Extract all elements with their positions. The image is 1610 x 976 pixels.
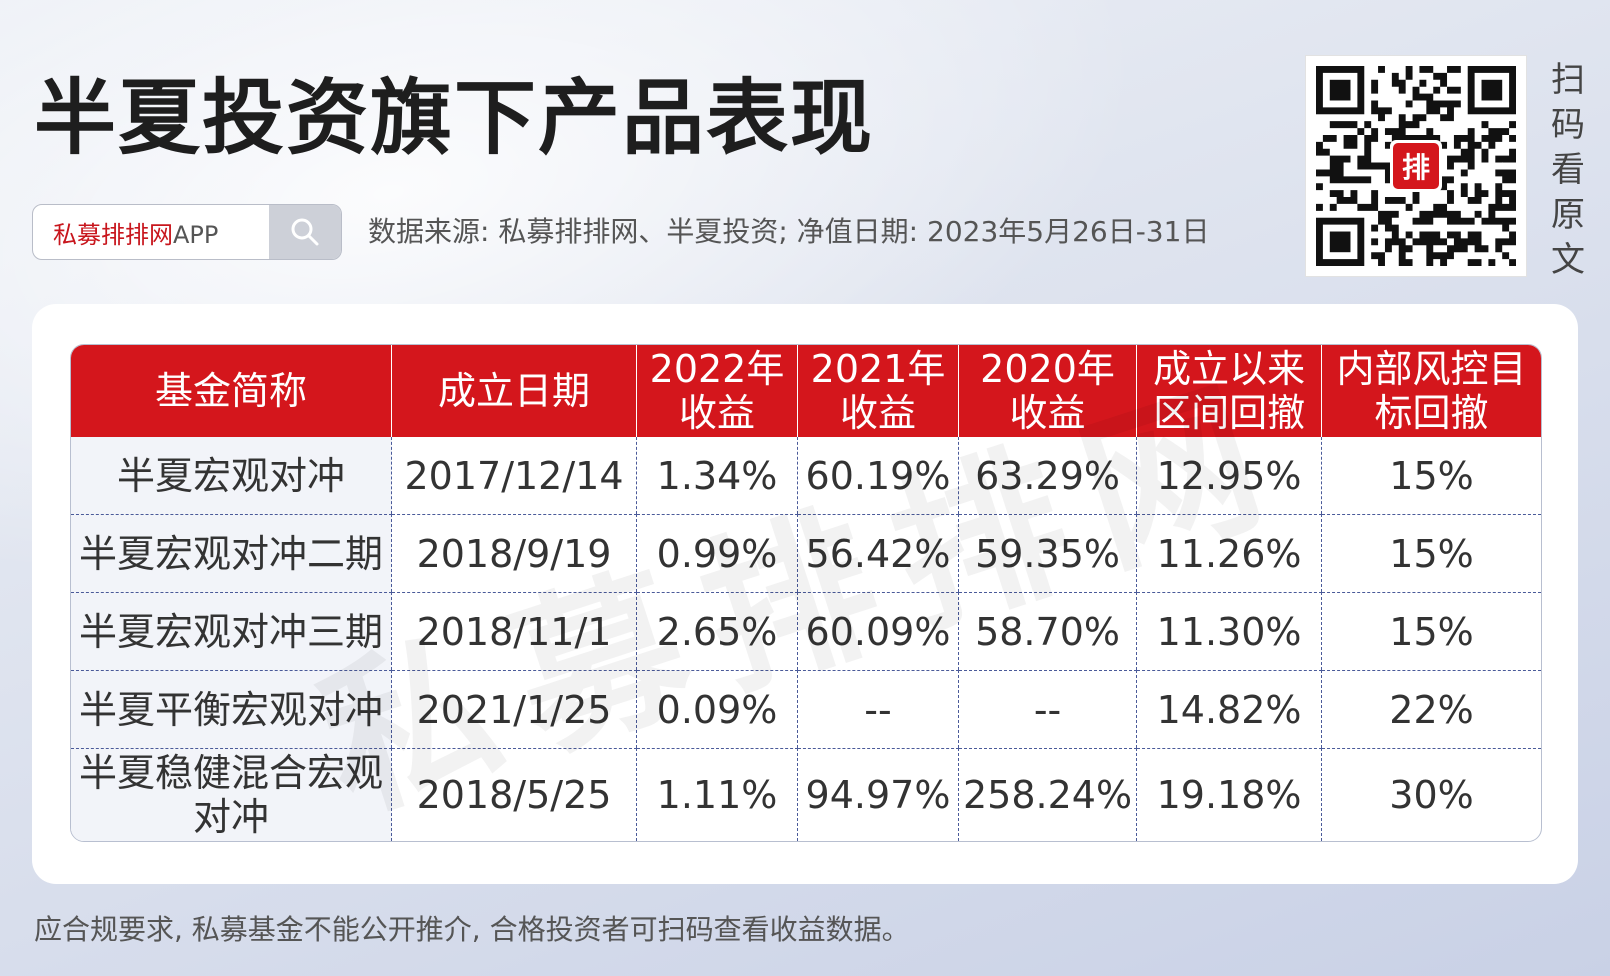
cell-2021-return: 56.42% bbox=[798, 514, 959, 592]
search-icon bbox=[291, 218, 319, 246]
cell-2021-return: 60.09% bbox=[798, 592, 959, 670]
cell-inception-date: 2018/11/1 bbox=[392, 592, 637, 670]
cell-2020-return: 63.29% bbox=[959, 437, 1138, 514]
cell-2022-return: 0.99% bbox=[637, 514, 798, 592]
cell-2021-return: 60.19% bbox=[798, 437, 959, 514]
cell-2020-return: 58.70% bbox=[959, 592, 1138, 670]
cell-risk-target: 15% bbox=[1322, 514, 1541, 592]
header-risk-target: 内部风控目标回撤 bbox=[1322, 345, 1541, 437]
header-max-drawdown: 成立以来区间回撤 bbox=[1137, 345, 1323, 437]
cell-2021-return: 94.97% bbox=[798, 748, 959, 841]
cell-max-drawdown: 19.18% bbox=[1137, 748, 1323, 841]
scan-to-view-label: 扫码看原文 bbox=[1551, 60, 1585, 280]
qr-logo-badge: 排 bbox=[1390, 140, 1442, 192]
cell-risk-target: 30% bbox=[1322, 748, 1541, 841]
cell-inception-date: 2018/5/25 bbox=[392, 748, 637, 841]
cell-max-drawdown: 11.26% bbox=[1137, 514, 1323, 592]
data-source-line: 数据来源: 私募排排网、半夏投资; 净值日期: 2023年5月26日-31日 bbox=[368, 215, 1210, 248]
cell-inception-date: 2021/1/25 bbox=[392, 670, 637, 748]
table-row: 半夏平衡宏观对冲 2021/1/25 0.09% -- -- 14.82% 22… bbox=[71, 670, 1541, 748]
header-2021-return: 2021年收益 bbox=[798, 345, 959, 437]
header-inception-date: 成立日期 bbox=[392, 345, 637, 437]
table-row: 半夏宏观对冲三期 2018/11/1 2.65% 60.09% 58.70% 1… bbox=[71, 592, 1541, 670]
cell-inception-date: 2017/12/14 bbox=[392, 437, 637, 514]
search-input[interactable]: 私募排排网APP bbox=[33, 215, 269, 250]
header-fund-name: 基金简称 bbox=[71, 345, 392, 437]
cell-risk-target: 15% bbox=[1322, 592, 1541, 670]
cell-fund-name: 半夏平衡宏观对冲 bbox=[71, 670, 392, 748]
search-box[interactable]: 私募排排网APP bbox=[32, 204, 342, 260]
cell-max-drawdown: 14.82% bbox=[1137, 670, 1323, 748]
compliance-note: 应合规要求, 私募基金不能公开推介, 合格投资者可扫码查看收益数据。 bbox=[34, 913, 910, 946]
fund-performance-table: 基金简称 成立日期 2022年收益 2021年收益 2020年收益 成立以来区间… bbox=[70, 344, 1542, 842]
search-brand: 私募排排网 bbox=[53, 220, 173, 249]
search-button[interactable] bbox=[269, 205, 341, 259]
header-2020-return: 2020年收益 bbox=[959, 345, 1138, 437]
cell-2020-return: 258.24% bbox=[959, 748, 1138, 841]
cell-fund-name: 半夏宏观对冲二期 bbox=[71, 514, 392, 592]
cell-max-drawdown: 12.95% bbox=[1137, 437, 1323, 514]
cell-2020-return: -- bbox=[959, 670, 1138, 748]
table-row: 半夏宏观对冲 2017/12/14 1.34% 60.19% 63.29% 12… bbox=[71, 437, 1541, 514]
cell-2020-return: 59.35% bbox=[959, 514, 1138, 592]
cell-2022-return: 0.09% bbox=[637, 670, 798, 748]
table-row: 半夏稳健混合宏观对冲 2018/5/25 1.11% 94.97% 258.24… bbox=[71, 748, 1541, 841]
table-header-row: 基金简称 成立日期 2022年收益 2021年收益 2020年收益 成立以来区间… bbox=[71, 345, 1541, 437]
cell-fund-name: 半夏宏观对冲三期 bbox=[71, 592, 392, 670]
cell-2022-return: 1.34% bbox=[637, 437, 798, 514]
cell-inception-date: 2018/9/19 bbox=[392, 514, 637, 592]
qr-logo-text: 排 bbox=[1393, 143, 1439, 189]
page-title: 半夏投资旗下产品表现 bbox=[34, 71, 875, 166]
cell-risk-target: 22% bbox=[1322, 670, 1541, 748]
qr-code-icon bbox=[1316, 66, 1516, 266]
table-row: 半夏宏观对冲二期 2018/9/19 0.99% 56.42% 59.35% 1… bbox=[71, 514, 1541, 592]
cell-2022-return: 1.11% bbox=[637, 748, 798, 841]
cell-2022-return: 2.65% bbox=[637, 592, 798, 670]
cell-max-drawdown: 11.30% bbox=[1137, 592, 1323, 670]
cell-2021-return: -- bbox=[798, 670, 959, 748]
search-suffix: APP bbox=[173, 220, 219, 249]
cell-risk-target: 15% bbox=[1389, 453, 1474, 498]
cell-fund-name: 半夏稳健混合宏观对冲 bbox=[71, 748, 392, 841]
header-2022-return: 2022年收益 bbox=[637, 345, 798, 437]
qr-code[interactable]: 排 bbox=[1306, 56, 1526, 276]
cell-fund-name: 半夏宏观对冲 bbox=[71, 437, 392, 514]
